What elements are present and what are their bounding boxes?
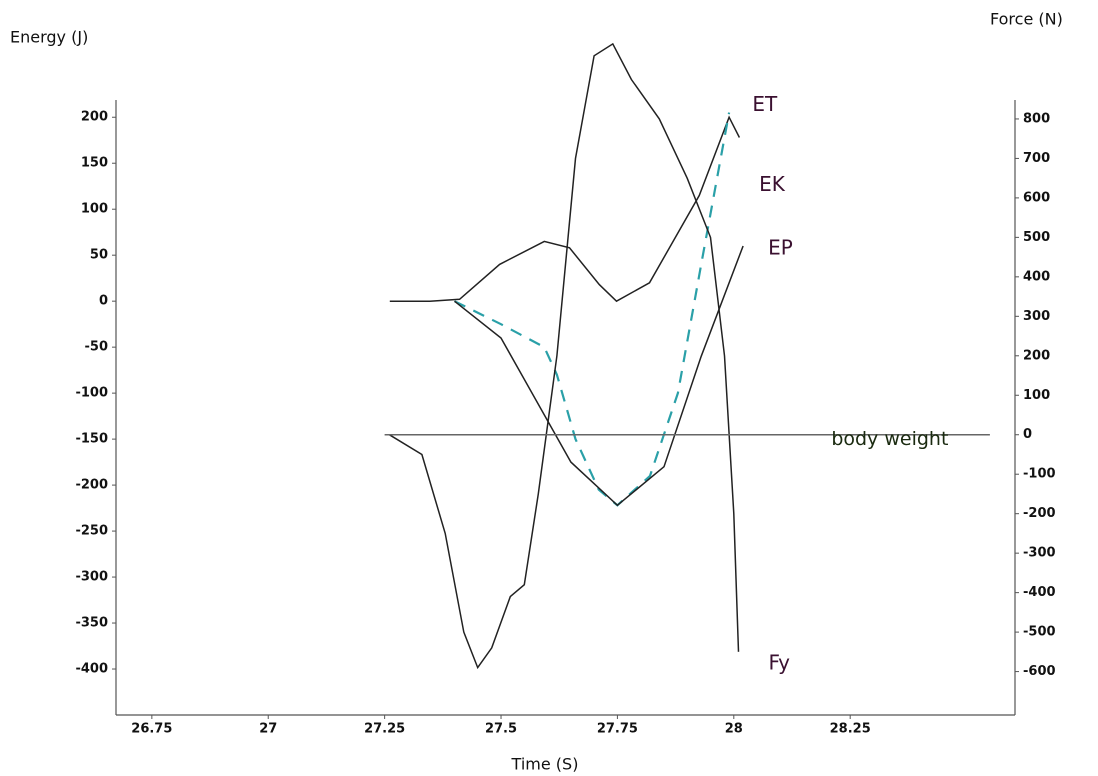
- y-tick-label: 100: [81, 202, 108, 217]
- x-tick-label: 27.75: [597, 722, 638, 737]
- series-label: EP: [768, 235, 793, 259]
- y2-tick-label: -500: [1023, 625, 1056, 640]
- y2-axis-title: Force (N): [990, 10, 1063, 29]
- series-line: [454, 112, 731, 507]
- y2-tick-label: -400: [1023, 585, 1056, 600]
- y-tick-label: -400: [75, 662, 108, 677]
- x-tick-label: 27.25: [364, 722, 405, 737]
- y-tick-label: -150: [75, 432, 108, 447]
- y-tick-label: -350: [75, 616, 108, 631]
- y2-tick-label: -200: [1023, 506, 1056, 521]
- x-tick-label: 28.25: [830, 722, 871, 737]
- y2-tick-label: 500: [1023, 230, 1050, 245]
- y2-tick-label: -300: [1023, 546, 1056, 561]
- series-line: [388, 42, 740, 670]
- y2-tick-label: -100: [1023, 467, 1056, 482]
- y-tick-label: -250: [75, 524, 108, 539]
- y-tick-label: 150: [81, 156, 108, 171]
- x-tick-label: 26.75: [131, 722, 172, 737]
- x-tick-label: 27.5: [485, 722, 517, 737]
- x-tick-label: 28: [725, 722, 743, 737]
- series-label: EK: [759, 172, 786, 196]
- y2-tick-label: 700: [1023, 151, 1050, 166]
- series-label: Fy: [768, 650, 790, 674]
- y2-tick-label: -600: [1023, 664, 1056, 679]
- y2-tick-label: 200: [1023, 348, 1050, 363]
- series-label: ET: [752, 92, 778, 116]
- y2-tick-label: 600: [1023, 190, 1050, 205]
- y2-tick-label: 100: [1023, 388, 1050, 403]
- y-tick-label: -200: [75, 478, 108, 493]
- y2-tick-label: 300: [1023, 309, 1050, 324]
- series-line: [454, 245, 744, 507]
- series-label: body weight: [831, 428, 948, 450]
- y2-tick-label: 800: [1023, 111, 1050, 126]
- y-tick-label: 0: [99, 294, 108, 309]
- x-tick-label: 27: [259, 722, 277, 737]
- y-tick-label: 50: [90, 248, 108, 263]
- series-line: [389, 115, 741, 303]
- y-tick-label: -100: [75, 386, 108, 401]
- y2-tick-label: 400: [1023, 269, 1050, 284]
- y-tick-label: -50: [85, 340, 109, 355]
- x-axis-title: Time (S): [511, 755, 579, 774]
- y2-tick-label: 0: [1023, 427, 1032, 442]
- y-tick-label: 200: [81, 110, 108, 125]
- y-axis-title: Energy (J): [10, 28, 88, 47]
- y-tick-label: -300: [75, 570, 108, 585]
